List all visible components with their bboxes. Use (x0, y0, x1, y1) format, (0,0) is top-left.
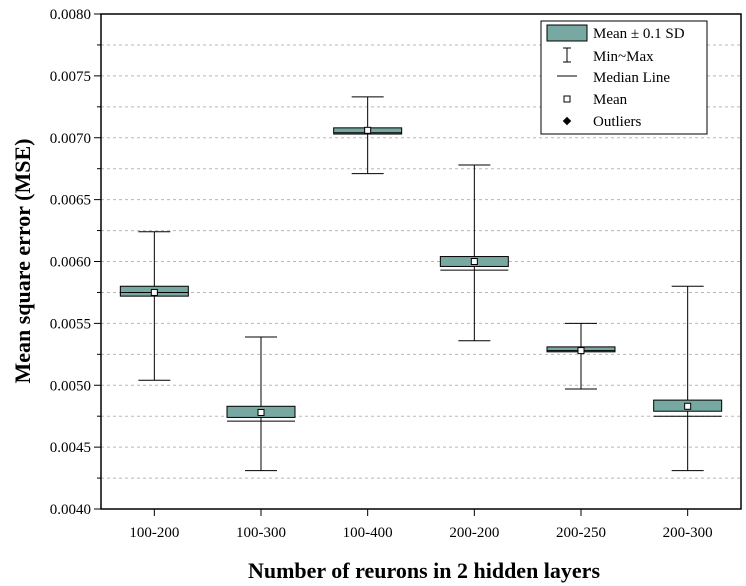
legend-label-outliers: Outliers (593, 114, 641, 130)
x-tick-label: 200-200 (449, 525, 499, 541)
y-tick-label: 0.0075 (50, 69, 91, 85)
x-axis-title: Number of reurons in 2 hidden layers (248, 558, 600, 583)
box-200-200 (439, 164, 509, 342)
mean-marker (257, 408, 265, 416)
legend-minmax-icon (563, 47, 571, 63)
x-tick-label: 100-200 (129, 525, 179, 541)
legend-box-swatch (546, 24, 588, 42)
mean-marker (684, 402, 692, 410)
x-axis-ticks: 100-200 100-300 100-400 200-200 200-250 200-3… (129, 509, 713, 541)
legend: Mean ± 0.1 SD Min~Max Median Line Mean O… (540, 20, 708, 135)
y-tick-label: 0.0065 (50, 193, 91, 209)
x-tick-label: 200-250 (556, 525, 606, 541)
mean-marker (150, 288, 158, 296)
legend-label-min-max: Min~Max (593, 49, 654, 65)
y-tick-label: 0.0060 (50, 255, 91, 271)
y-tick-label: 0.0080 (50, 7, 91, 23)
x-tick-label: 200-300 (663, 525, 713, 541)
y-axis-title: Mean square error (MSE) (10, 138, 35, 383)
y-axis-ticks: 0.0040 0.0045 0.0050 0.0055 0.0060 0.0065 0.00… (50, 7, 101, 518)
legend-label-median: Median Line (593, 70, 670, 86)
mean-marker (577, 347, 585, 355)
y-tick-label: 0.0045 (50, 440, 91, 456)
y-tick-label: 0.0050 (50, 378, 91, 394)
box-series (119, 96, 723, 472)
legend-label-mean-sd: Mean ± 0.1 SD (593, 26, 685, 42)
grid-lines (101, 44, 741, 479)
box-100-200 (119, 231, 189, 381)
x-tick-label: 100-400 (343, 525, 393, 541)
y-tick-label: 0.0070 (50, 131, 91, 147)
y-tick-label: 0.0055 (50, 316, 91, 332)
y-tick-label: 0.0040 (50, 502, 91, 518)
box-200-250 (546, 322, 616, 390)
mean-marker (470, 258, 478, 265)
box-100-300 (226, 336, 296, 472)
box-200-300 (653, 285, 723, 472)
legend-mean-marker-icon (563, 95, 571, 103)
mean-marker (364, 126, 372, 134)
x-tick-label: 100-300 (236, 525, 286, 541)
legend-label-mean: Mean (593, 92, 628, 108)
box-100-400 (333, 96, 403, 175)
